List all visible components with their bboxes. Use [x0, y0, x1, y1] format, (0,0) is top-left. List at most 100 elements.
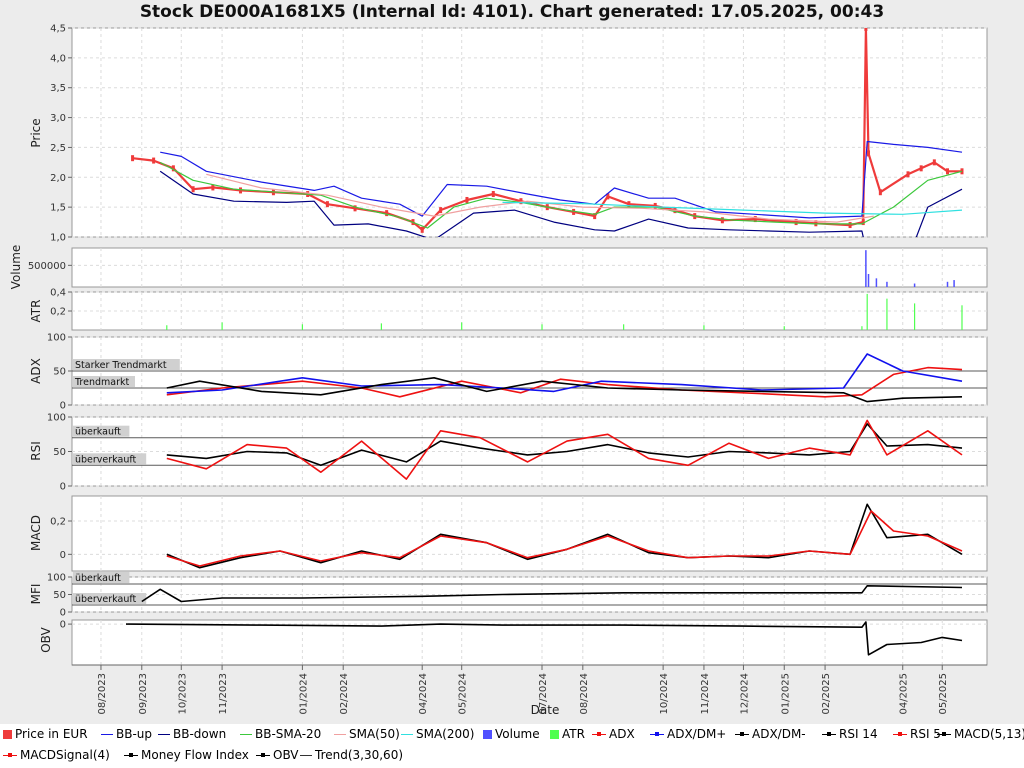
price-point: [420, 226, 424, 233]
series-bb-down: [159, 170, 963, 237]
price-point: [753, 216, 757, 223]
price-point: [325, 201, 329, 208]
legend-item-atr: ATR: [550, 726, 585, 742]
series-adx-dm: [166, 377, 963, 403]
price-point: [131, 155, 135, 162]
x-tick-label-5: 02/2024: [339, 673, 350, 715]
price-point: [606, 193, 610, 200]
legend-swatch-macdsignal-4: [3, 752, 17, 757]
y-tick-label-mfi-1: 50: [53, 590, 66, 601]
legend-item-rsi-14: RSI 14: [822, 726, 878, 742]
panel-price-series: [131, 28, 964, 237]
threshold-box-rsi-1: [73, 453, 147, 465]
series-volume: [865, 250, 955, 287]
x-tick-label-13: 01/2025: [780, 673, 791, 715]
legend-swatch-money-flow-index: [124, 752, 138, 757]
threshold-box-mfi-1: [73, 593, 147, 604]
legend-swatch-adx-dm: [735, 731, 749, 736]
legend-marker-icon: [942, 731, 946, 736]
threshold-box-rsi-0: [73, 425, 130, 437]
x-tick-label-7: 05/2024: [458, 673, 469, 715]
panel-atr: 0,2 0,4 ATR: [29, 288, 988, 331]
panel-obv: 0 OBV: [39, 619, 988, 666]
legend-label-rsi-5: RSI 5: [910, 727, 941, 741]
series-sma-200: [502, 201, 963, 215]
legend-swatch-bb-sma-20: [240, 734, 252, 735]
legend-swatch-adx: [592, 731, 606, 736]
y-axis-label-adx: ADX: [29, 358, 43, 384]
y-tick-label-atr-0: 0,2: [50, 307, 66, 318]
price-point: [465, 196, 469, 203]
x-tick-label-11: 11/2024: [700, 673, 711, 715]
y-tick-label-price-5: 3,5: [50, 83, 66, 94]
threshold-box-adx-0: [73, 359, 180, 370]
legend-label-macd-5-13: MACD(5,13): [954, 727, 1024, 741]
legend-item-obv: OBV: [256, 747, 299, 763]
panel-mfi-series: [141, 585, 963, 603]
legend-label-obv: OBV: [273, 748, 299, 762]
series-obv: [125, 621, 963, 656]
y-tick-label-rsi-2: 100: [47, 413, 66, 424]
legend-swatch-atr: [550, 730, 559, 739]
y-tick-label-macd-1: 0,2: [50, 517, 66, 528]
panel-adx: 0 50 100 ADX Starker Trendmarkt Trendmarkt: [29, 333, 988, 412]
y-tick-label-rsi-1: 50: [53, 447, 66, 458]
y-tick-label-rsi-0: 0: [60, 482, 66, 493]
legend-marker-icon: [827, 731, 831, 736]
y-tick-label-price-0: 1,0: [50, 233, 66, 244]
legend-label-adx-dm: ADX/DM-: [752, 727, 806, 741]
threshold-label-adx-1: Trendmarkt: [74, 377, 129, 388]
legend-swatch-adx-dm: [650, 731, 664, 736]
price-point: [239, 187, 243, 194]
panel-volume-series: [865, 250, 955, 287]
panel-adx-series: [166, 353, 963, 403]
threshold-label-mfi-1: überverkauft: [75, 594, 137, 605]
panel-price: 1,0 1,5 2,0 2,5 3,0 3,5 4,0 4,5 Price: [29, 24, 988, 244]
price-point: [191, 186, 195, 193]
threshold-box-adx-1: [73, 376, 135, 387]
y-axis-label-rsi: RSI: [29, 441, 43, 461]
legend-swatch-price-in-eur: [3, 730, 12, 739]
legend-item-volume: Volume: [483, 726, 540, 742]
y-tick-label-price-6: 4,0: [50, 53, 66, 64]
price-point: [848, 222, 852, 229]
panel-obv-series: [125, 621, 963, 656]
legend-item-macdsignal-4: MACDSignal(4): [3, 747, 110, 763]
legend-item-macd-5-13: MACD(5,13): [937, 726, 1024, 742]
panel-price-plot-area: [71, 27, 988, 238]
y-axis-label-mfi: MFI: [29, 584, 43, 605]
legend-marker-icon: [898, 731, 902, 736]
legend-item-bb-down: BB-down: [158, 726, 226, 742]
legend-label-adx: ADX: [609, 727, 635, 741]
y-axis-label-atr: ATR: [29, 300, 43, 323]
series-money-flow-index: [141, 585, 963, 603]
legend-item-sma-50: SMA(50): [334, 726, 400, 742]
legend-label-trend-3-30-60: Trend(3,30,60): [315, 748, 404, 762]
price-point: [946, 168, 950, 175]
x-tick-label-1: 09/2023: [138, 673, 149, 715]
price-point: [906, 171, 910, 178]
legend-swatch-bb-down: [158, 734, 170, 735]
price-point: [627, 201, 631, 208]
legend-swatch-macd-5-13: [937, 731, 951, 736]
y-axis-label-obv: OBV: [39, 626, 53, 652]
legend-marker-icon: [261, 752, 265, 757]
price-point: [171, 165, 175, 172]
price-point: [867, 150, 871, 157]
price-point: [861, 219, 865, 226]
legend-label-bb-up: BB-up: [116, 727, 153, 741]
y-tick-label-mfi-0: 0: [60, 608, 66, 619]
legend-item-bb-up: BB-up: [101, 726, 152, 742]
y-tick-label-adx-1: 50: [53, 367, 66, 378]
y-axis-label-macd: MACD: [29, 515, 43, 551]
series-atr: [166, 293, 963, 330]
legend-item-adx-dm: ADX/DM-: [735, 726, 806, 742]
series-bb-sma-20: [159, 161, 963, 229]
x-tick-label-4: 01/2024: [298, 673, 309, 715]
x-tick-label-15: 04/2025: [899, 673, 910, 715]
y-tick-label-adx-0: 0: [60, 401, 66, 412]
x-tick-label-3: 11/2023: [218, 673, 229, 715]
x-axis-label: Date: [531, 703, 560, 717]
y-tick-label-mfi-2: 100: [47, 573, 66, 584]
panel-rsi-series: [166, 419, 963, 480]
